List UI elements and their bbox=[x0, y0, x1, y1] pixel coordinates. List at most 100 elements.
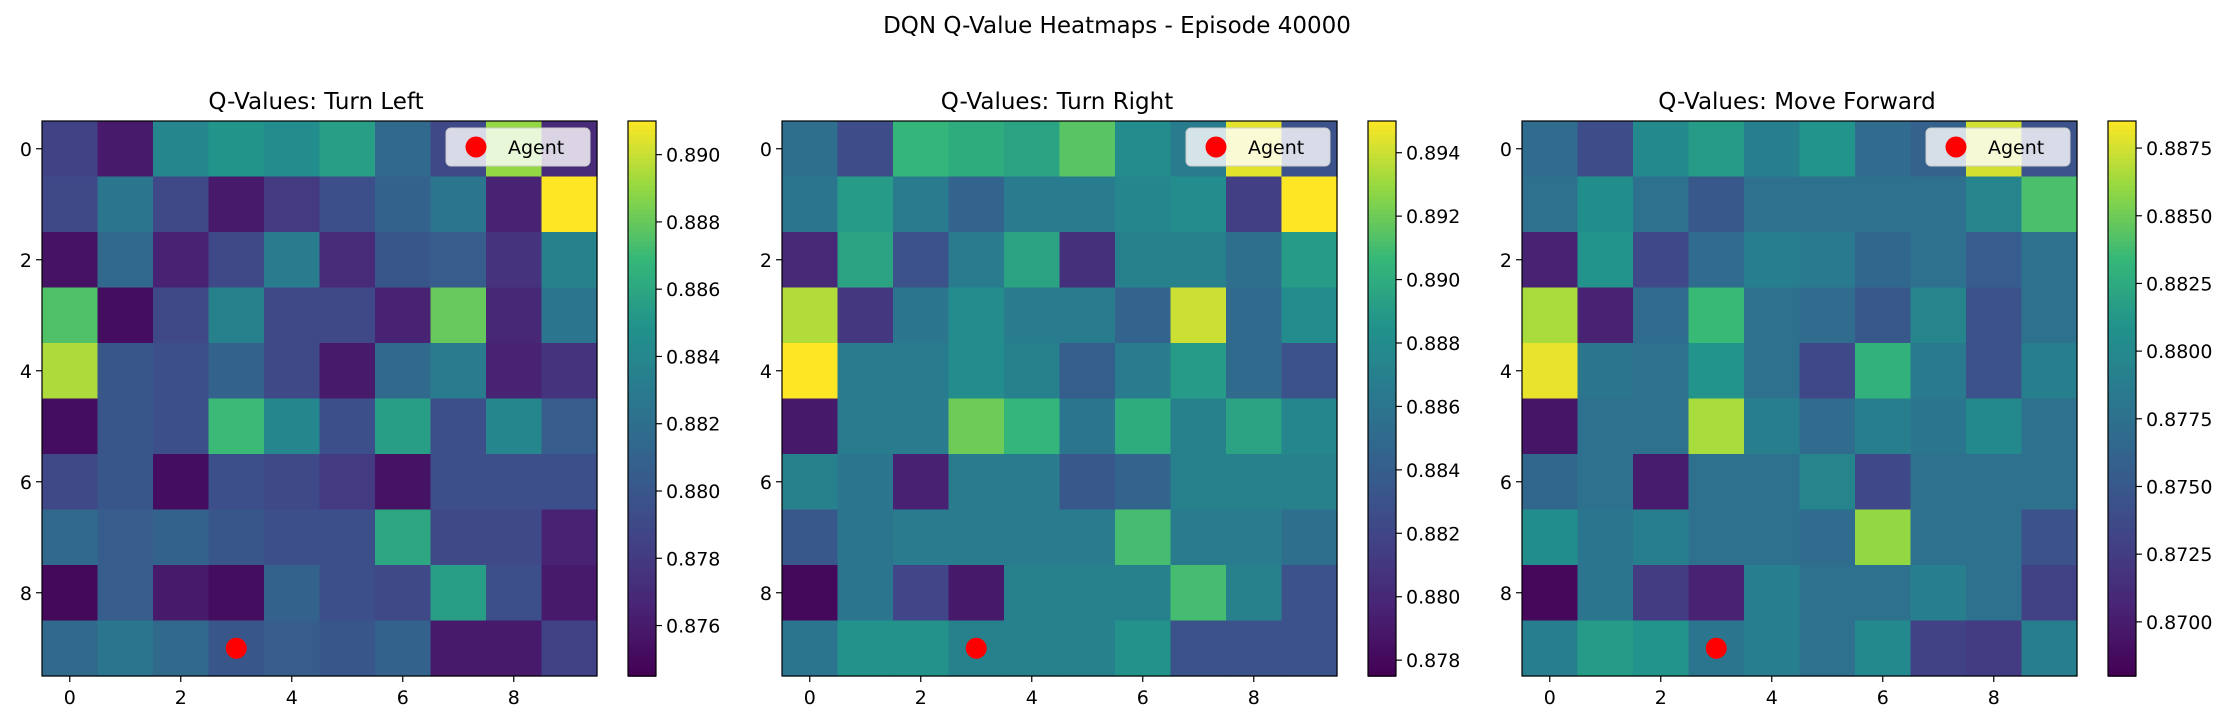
heatmap-cell bbox=[782, 509, 839, 566]
colorbar-segment bbox=[1368, 592, 1396, 599]
colorbar-segment bbox=[1368, 343, 1396, 349]
colorbar-segment bbox=[2108, 213, 2136, 219]
colorbar-segment bbox=[2108, 444, 2136, 451]
heatmap-cell bbox=[541, 454, 598, 511]
heatmap-cell bbox=[42, 509, 99, 566]
heatmap-cell bbox=[948, 121, 1005, 178]
colorbar-segment bbox=[1368, 130, 1396, 136]
colorbar-segment bbox=[1368, 671, 1396, 677]
heatmap-cell bbox=[1281, 565, 1338, 622]
colorbar-segment bbox=[628, 639, 656, 645]
heatmap-cell bbox=[375, 176, 432, 233]
heatmap-cell bbox=[1633, 343, 1690, 400]
colorbar-segment bbox=[628, 588, 656, 594]
colorbar-segment bbox=[1368, 546, 1396, 552]
heatmap-cell bbox=[1633, 454, 1690, 511]
colorbar-segment bbox=[2108, 588, 2136, 594]
colorbar-segment bbox=[1368, 551, 1396, 557]
colorbar-segment bbox=[2108, 310, 2136, 317]
heatmap-cell bbox=[1281, 232, 1338, 289]
colorbar-segment bbox=[628, 481, 656, 488]
heatmap-cell bbox=[837, 287, 894, 344]
heatmap-cell bbox=[893, 509, 950, 566]
colorbar-segment bbox=[1368, 195, 1396, 201]
colorbar-segment bbox=[628, 500, 656, 506]
colorbar-tick-label: 0.8775 bbox=[2146, 409, 2212, 431]
heatmap-cell bbox=[1966, 620, 2023, 677]
heatmap-cell bbox=[1522, 509, 1579, 566]
colorbar-segment bbox=[628, 666, 656, 673]
heatmap-cell bbox=[541, 176, 598, 233]
heatmap-cell bbox=[375, 343, 432, 400]
y-tick-label: 6 bbox=[20, 472, 32, 494]
heatmap-cell bbox=[264, 509, 321, 566]
colorbar-segment bbox=[628, 657, 656, 663]
colorbar-segment bbox=[1368, 565, 1396, 571]
colorbar-segment bbox=[1368, 537, 1396, 543]
colorbar-segment bbox=[628, 491, 656, 497]
colorbar-tick-label: 0.8825 bbox=[2146, 273, 2212, 295]
heatmap-cell bbox=[264, 287, 321, 344]
heatmap-cell bbox=[782, 121, 839, 178]
colorbar-segment bbox=[628, 574, 656, 580]
colorbar-segment bbox=[2108, 380, 2136, 386]
x-tick-label: 0 bbox=[804, 687, 816, 709]
colorbar-segment bbox=[628, 528, 656, 534]
heatmap-cell bbox=[837, 121, 894, 178]
colorbar-segment bbox=[2108, 218, 2136, 224]
colorbar-segment bbox=[628, 324, 656, 330]
colorbar-segment bbox=[1368, 287, 1396, 293]
colorbar-segment bbox=[2108, 245, 2136, 252]
heatmap-cell bbox=[375, 121, 432, 178]
colorbar-segment bbox=[1368, 657, 1396, 663]
colorbar-segment bbox=[2108, 449, 2136, 455]
colorbar-segment bbox=[2108, 139, 2136, 145]
colorbar-segment bbox=[1368, 121, 1396, 127]
colorbar-segment bbox=[2108, 509, 2136, 515]
heatmap-cell bbox=[1115, 232, 1172, 289]
heatmap-cell bbox=[541, 620, 598, 677]
colorbar-segment bbox=[1368, 227, 1396, 233]
colorbar-segment bbox=[628, 190, 656, 196]
colorbar-segment bbox=[628, 421, 656, 428]
colorbar-segment bbox=[2108, 615, 2136, 622]
heatmap-cell bbox=[1281, 176, 1338, 233]
heatmap-cell bbox=[1281, 398, 1338, 455]
heatmap-cell bbox=[2021, 287, 2078, 344]
heatmap-cell bbox=[1688, 121, 1745, 178]
heatmap-cell bbox=[1910, 565, 1967, 622]
heatmap-cell bbox=[948, 454, 1005, 511]
colorbar-segment bbox=[2108, 255, 2136, 261]
heatmap-cell bbox=[97, 176, 154, 233]
colorbar-segment bbox=[628, 162, 656, 169]
colorbar-segment bbox=[628, 259, 656, 266]
colorbar-segment bbox=[2108, 306, 2136, 312]
heatmap-cell bbox=[782, 620, 839, 677]
colorbar-segment bbox=[628, 652, 656, 659]
heatmap-cell bbox=[319, 287, 376, 344]
heatmap-cell bbox=[42, 232, 99, 289]
heatmap-cell bbox=[430, 343, 487, 400]
x-tick-label: 4 bbox=[286, 687, 298, 709]
colorbar-segment bbox=[628, 134, 656, 141]
colorbar-segment bbox=[628, 245, 656, 252]
colorbar-segment bbox=[2108, 606, 2136, 613]
heatmap-cell bbox=[1799, 565, 1856, 622]
heatmap-cell bbox=[1281, 620, 1338, 677]
colorbar-segment bbox=[1368, 185, 1396, 192]
colorbar-segment bbox=[2108, 287, 2136, 293]
heatmap-cell bbox=[1633, 509, 1690, 566]
heatmap-cell bbox=[893, 398, 950, 455]
colorbar-segment bbox=[2108, 273, 2136, 280]
colorbar-segment bbox=[1368, 481, 1396, 488]
colorbar-tick-label: 0.884 bbox=[1406, 460, 1460, 482]
axes-frame bbox=[781, 120, 1338, 677]
heatmap-cell bbox=[1688, 509, 1745, 566]
heatmap-3: 0 2 4 6 8 0 2 4 6 8 Agent 0.8700 0.8725 0.8750 0.8775 0… bbox=[1500, 120, 2212, 709]
heatmap-cell bbox=[264, 343, 321, 400]
heatmap-cell bbox=[42, 287, 99, 344]
y-tick-label: 4 bbox=[1500, 361, 1512, 383]
colorbar-segment bbox=[2108, 130, 2136, 136]
colorbar-segment bbox=[2108, 319, 2136, 326]
colorbar-segment bbox=[628, 125, 656, 132]
